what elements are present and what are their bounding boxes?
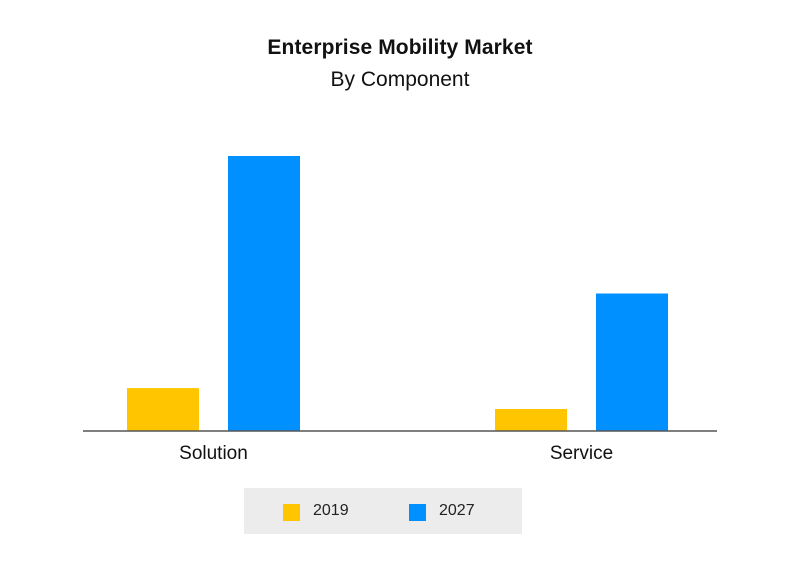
bar-service-2027 [596, 293, 668, 431]
chart-title: Enterprise Mobility Market [267, 36, 533, 59]
legend-swatch-2019 [283, 504, 300, 521]
bar-solution-2019 [127, 388, 199, 431]
chart-subtitle: By Component [330, 68, 470, 91]
category-label-solution: Solution [179, 443, 248, 464]
category-label-service: Service [550, 443, 613, 464]
legend-label-2019: 2019 [313, 502, 349, 519]
legend: 2019 2027 [244, 488, 522, 534]
legend-swatch-2027 [409, 504, 426, 521]
legend-label-2027: 2027 [439, 502, 475, 519]
bar-service-2019 [495, 409, 567, 431]
category-labels: Solution Service [179, 443, 613, 464]
chart-plot: Solution Service [83, 156, 717, 464]
bar-solution-2027 [228, 156, 300, 431]
bars-layer [127, 156, 668, 431]
